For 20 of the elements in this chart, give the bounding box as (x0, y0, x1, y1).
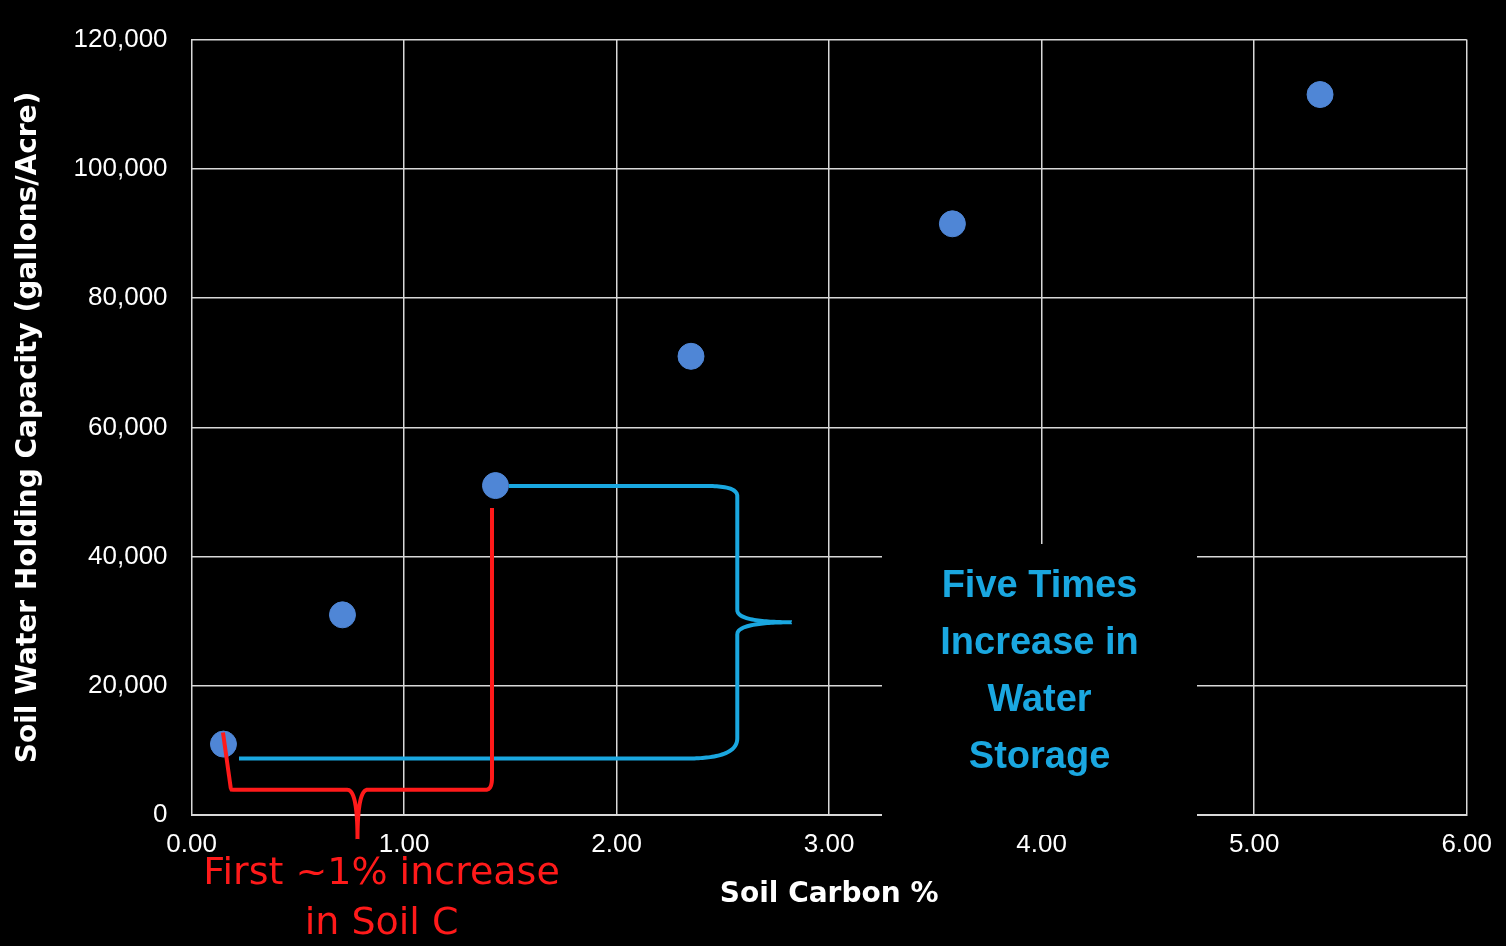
y-tick-label: 120,000 (73, 22, 168, 53)
y-axis-title: Soil Water Holding Capacity (gallons/Acre) (10, 91, 44, 764)
point (328, 601, 356, 629)
y-tick-label: 0 (153, 798, 168, 829)
annotation: Five Times Increase in Water Storage (939, 561, 1140, 778)
point (481, 472, 509, 500)
y-tick-label: 100,000 (73, 152, 168, 183)
point (938, 210, 966, 238)
x-tick-label: 4.00 (1016, 827, 1067, 858)
x-tick-label: 2.00 (591, 827, 642, 858)
x-tick-label: 6.00 (1441, 827, 1492, 858)
y-tick-label: 80,000 (88, 281, 168, 312)
x-axis-title: Soil Carbon % (719, 876, 939, 910)
y-tick-label: 40,000 (88, 539, 168, 570)
y-tick-label: 60,000 (88, 410, 168, 441)
y-tick-label: 20,000 (88, 669, 168, 700)
x-tick-label: 3.00 (803, 827, 855, 858)
point (1306, 81, 1334, 109)
x-tick-label: 5.00 (1228, 827, 1280, 858)
point (677, 342, 705, 370)
